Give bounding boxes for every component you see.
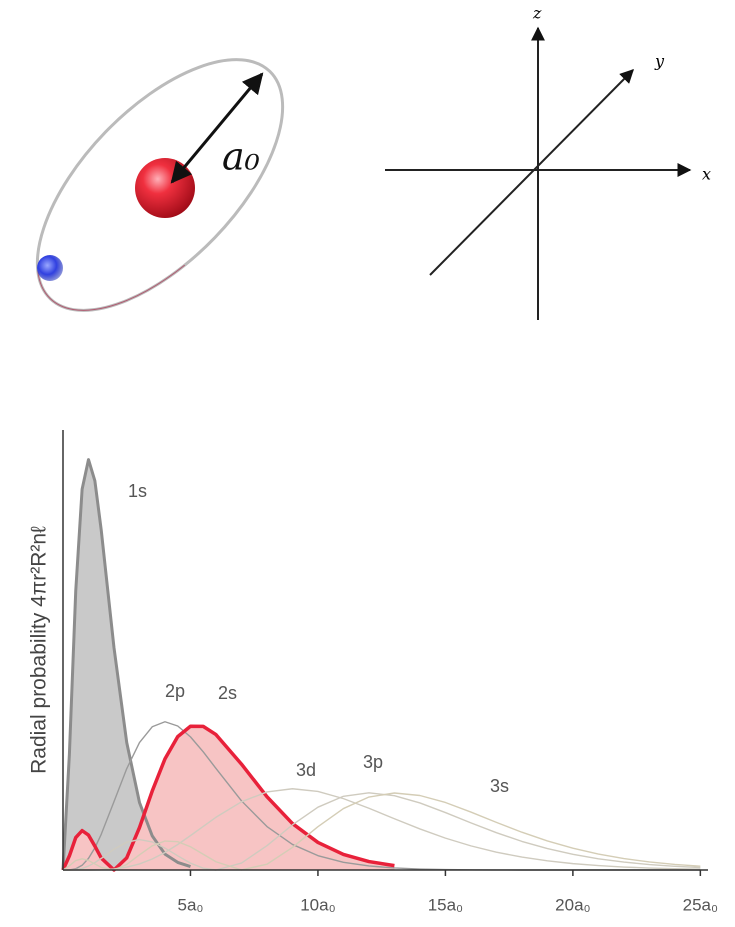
y-axis-label: Radial probability 4πr²R²nℓ (28, 526, 51, 774)
page: {"figure": {"radius_label": "a₀", "axis_… (0, 0, 735, 927)
x-tick-label: 5a₀ (177, 895, 203, 914)
x-tick-label: 10a₀ (300, 895, 335, 914)
series-label: 2s (218, 683, 237, 703)
electron (37, 255, 63, 281)
radial-chart: Radial probability 4πr²R²nℓ 1s 2p 2s 3d 3p 3s… (28, 430, 719, 914)
series-label: 1s (128, 481, 147, 501)
axis-label: z (532, 4, 542, 23)
series-label: 3s (490, 776, 509, 796)
radius-label: a₀ (222, 135, 260, 179)
x-tick-label: 25a₀ (683, 895, 718, 914)
x-tick-label: 20a₀ (555, 895, 590, 914)
series-label: 3p (363, 752, 383, 772)
axis-label: x (702, 165, 711, 184)
x-tick-label: 15a₀ (428, 895, 463, 914)
orbital-cloud: x y z (385, 4, 711, 321)
figure: a₀ x y z Radial probability 4πr²R²nℓ 1s 2… (0, 0, 735, 927)
series-label: 2p (165, 681, 185, 701)
axis-label: y (654, 52, 665, 71)
series-label: 3d (296, 760, 316, 780)
bohr-model: a₀ (0, 19, 324, 352)
